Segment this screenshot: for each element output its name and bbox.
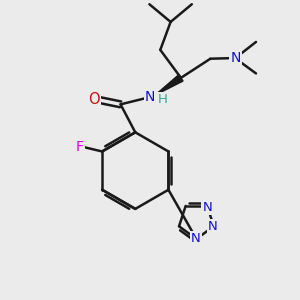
Text: O: O <box>88 92 100 106</box>
Text: H: H <box>158 93 167 106</box>
Text: N: N <box>202 201 212 214</box>
Text: N: N <box>230 51 241 65</box>
Polygon shape <box>155 75 183 95</box>
Text: N: N <box>208 220 218 233</box>
Text: F: F <box>76 140 84 154</box>
Text: N: N <box>191 232 201 245</box>
Text: N: N <box>145 90 155 104</box>
